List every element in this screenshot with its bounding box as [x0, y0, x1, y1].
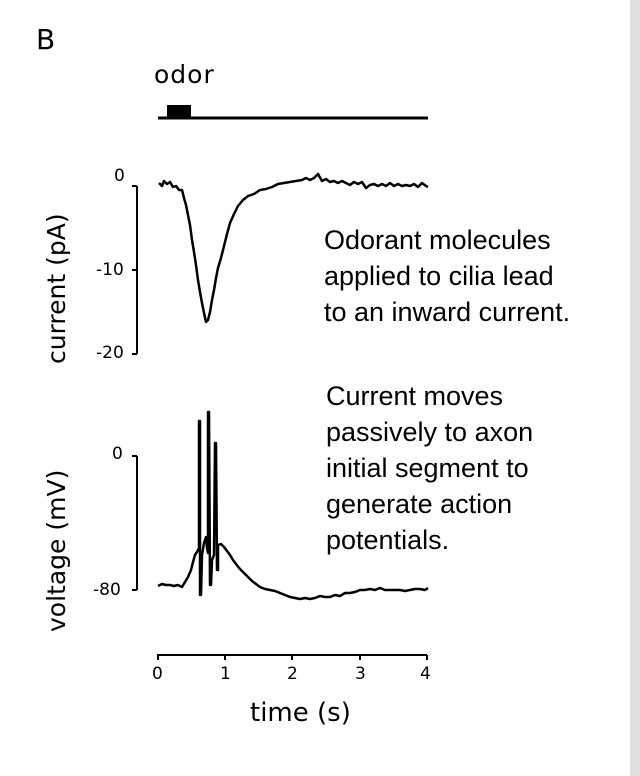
time-tick-4: 4	[420, 664, 431, 684]
annotation-line: generate action	[326, 489, 513, 519]
current-y-axis	[132, 185, 138, 355]
current-tick-0: 0	[114, 166, 125, 186]
voltage-trace	[157, 410, 429, 601]
annotation-line: Odorant molecules	[324, 225, 551, 255]
annotation-line: to an inward current.	[324, 297, 571, 327]
panel-letter: B	[36, 23, 56, 56]
annotation-line: applied to cilia lead	[324, 261, 554, 291]
annotation-line: potentials.	[326, 525, 450, 555]
current-tick-10: -10	[96, 260, 124, 280]
annotation-line: passively to axon	[326, 417, 534, 447]
voltage-tick-80: -80	[93, 580, 121, 600]
time-tick-1: 1	[220, 664, 231, 684]
time-tick-3: 3	[355, 664, 366, 684]
voltage-y-axis	[132, 455, 138, 591]
annotation-inward-current: Odorant molecules applied to cilia lead …	[324, 222, 570, 330]
time-x-axis	[157, 654, 428, 660]
voltage-tick-0: 0	[112, 444, 123, 464]
annotation-line: Current moves	[326, 381, 504, 411]
annotation-action-potentials: Current moves passively to axon initial …	[326, 378, 533, 558]
time-tick-2: 2	[287, 664, 298, 684]
annotation-line: initial segment to	[326, 453, 529, 483]
scrollbar-strip	[630, 0, 640, 776]
current-trace	[158, 172, 429, 324]
time-tick-0: 0	[152, 664, 163, 684]
current-tick-20: -20	[96, 343, 124, 363]
odor-stimulus-trace	[158, 105, 428, 120]
odor-label: odor	[154, 60, 215, 89]
time-axis-label: time (s)	[250, 698, 351, 728]
